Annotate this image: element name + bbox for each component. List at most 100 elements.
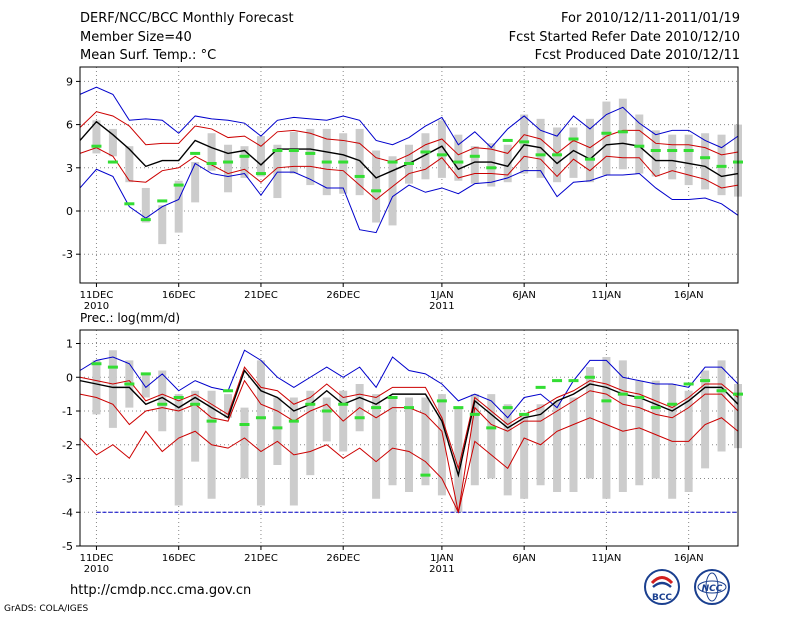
- median-marker: [371, 189, 382, 193]
- spread-box: [388, 397, 397, 486]
- median-marker: [700, 379, 711, 383]
- median-marker: [453, 406, 464, 410]
- median-marker: [667, 149, 678, 153]
- x-tick-label: 1JAN: [430, 290, 453, 301]
- median-marker: [502, 406, 513, 410]
- y-tick-label: 0: [66, 371, 73, 384]
- median-marker: [223, 160, 234, 164]
- spread-box: [289, 397, 298, 506]
- bcc-logo-arc-2: [652, 581, 672, 588]
- spread-box: [174, 180, 183, 233]
- x-tick-label: 26DEC: [326, 290, 360, 301]
- x-tick-label: 6JAN: [512, 553, 535, 564]
- median-marker: [469, 412, 480, 416]
- spread-box: [372, 150, 381, 223]
- bcc-logo-ring: [644, 569, 680, 605]
- median-marker: [650, 149, 661, 153]
- spread-box: [470, 146, 479, 184]
- spread-box: [191, 390, 200, 462]
- median-marker: [272, 426, 283, 430]
- median-marker: [173, 183, 184, 187]
- spread-box: [224, 394, 233, 418]
- median-marker: [404, 406, 414, 410]
- x-tick-label: 16DEC: [162, 553, 196, 564]
- series-min-line: [79, 162, 739, 234]
- median-marker: [568, 379, 579, 383]
- spread-box: [256, 360, 265, 506]
- spread-box: [437, 120, 446, 178]
- x-tick-label: 16JAN: [674, 553, 704, 564]
- spread-box: [191, 162, 200, 203]
- median-marker: [436, 399, 447, 403]
- median-marker: [535, 153, 546, 157]
- median-marker: [634, 144, 645, 148]
- series-upper-line: [79, 366, 739, 471]
- median-marker: [124, 202, 135, 206]
- y-tick-label: -5: [62, 540, 73, 553]
- spread-box: [717, 360, 726, 452]
- spread-box: [306, 390, 315, 476]
- median-marker: [453, 160, 464, 164]
- median-marker: [91, 144, 102, 148]
- median-marker: [107, 160, 118, 164]
- median-marker: [552, 379, 563, 383]
- median-marker: [124, 382, 135, 386]
- median-marker: [140, 218, 151, 222]
- median-marker: [338, 160, 349, 164]
- median-marker: [107, 365, 118, 369]
- member-size: Member Size=40: [80, 30, 192, 45]
- spread-box: [487, 143, 496, 187]
- median-marker: [436, 153, 447, 157]
- median-marker: [239, 423, 250, 426]
- series-mean-line: [79, 369, 739, 478]
- median-marker: [305, 151, 316, 155]
- median-marker: [420, 150, 431, 154]
- y-tick-label: 3: [66, 162, 73, 175]
- x-tick-label: 16JAN: [674, 290, 704, 301]
- spread-box: [141, 373, 150, 398]
- x-tick-label: 11DEC: [80, 290, 114, 301]
- spread-box: [421, 133, 430, 180]
- spread-box: [388, 156, 397, 226]
- median-marker: [173, 396, 184, 399]
- spread-box: [207, 133, 216, 171]
- variable-label: Mean Surf. Temp.: °C: [80, 48, 217, 63]
- series-min-line: [79, 417, 739, 514]
- median-marker: [519, 412, 530, 416]
- median-marker: [634, 396, 645, 399]
- spread-box: [322, 397, 331, 442]
- spread-box: [668, 134, 677, 180]
- bcc-logo-text: BCC: [652, 593, 672, 603]
- median-marker: [190, 151, 201, 155]
- spread-box: [454, 407, 463, 513]
- median-marker: [354, 174, 365, 178]
- spread-box: [437, 394, 446, 496]
- spread-box: [701, 370, 710, 469]
- spread-box: [635, 114, 644, 174]
- fcst-produced-date: Fcst Produced Date 2010/12/11: [534, 48, 740, 63]
- spread-box: [651, 130, 660, 177]
- spread-box: [520, 114, 529, 174]
- spread-box: [487, 394, 496, 479]
- spread-box: [158, 205, 167, 245]
- spread-box: [92, 120, 101, 154]
- median-marker: [272, 149, 283, 153]
- spread-box: [553, 400, 562, 492]
- median-marker: [420, 473, 431, 477]
- median-marker: [486, 426, 497, 430]
- median-marker: [584, 375, 595, 379]
- fcst-started-date: Fcst Started Refer Date 2010/12/10: [508, 30, 740, 45]
- x-tick-label: 21DEC: [244, 290, 278, 301]
- median-marker: [190, 402, 201, 406]
- series-max-line: [79, 349, 739, 419]
- median-marker: [486, 166, 497, 170]
- spread-box: [125, 146, 134, 183]
- spread-box: [701, 133, 710, 190]
- median-marker: [371, 406, 382, 410]
- y-tick-label: 9: [66, 75, 73, 88]
- spread-box: [503, 144, 512, 183]
- median-marker: [255, 172, 266, 176]
- spread-box: [240, 407, 249, 479]
- spread-box: [158, 370, 167, 432]
- spread-box: [569, 397, 578, 492]
